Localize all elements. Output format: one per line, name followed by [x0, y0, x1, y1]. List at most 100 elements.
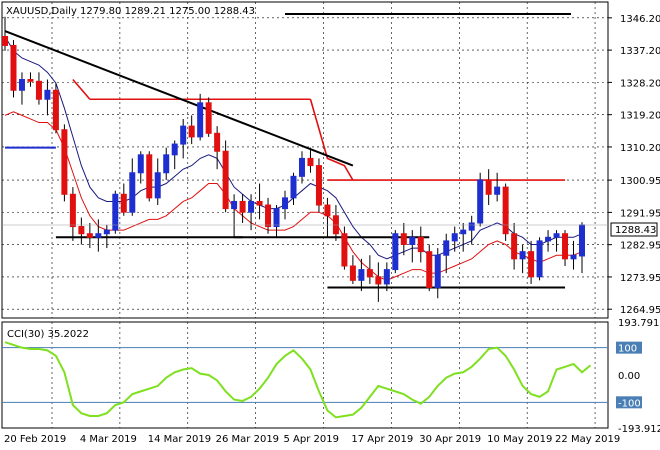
bear-candle: [502, 186, 509, 235]
cci-line: [4, 341, 592, 419]
bull-candle: [163, 154, 170, 174]
resistance-step: [309, 99, 354, 181]
bull-candle: [579, 224, 585, 257]
bear-candle: [61, 129, 68, 195]
cci-level-badge: [616, 341, 642, 354]
bull-candle: [282, 197, 289, 210]
bear-candle: [265, 204, 272, 228]
bear-candle: [349, 265, 356, 281]
bear-candle: [35, 80, 42, 100]
cci-frame: [1, 321, 609, 429]
bull-candle: [231, 200, 238, 210]
bull-candle: [180, 125, 187, 145]
bear-candle: [146, 154, 153, 199]
bull-candle: [468, 222, 475, 231]
moving-averages: [4, 36, 583, 281]
time-tick-label: 26 Mar 2019: [216, 434, 279, 445]
bear-candle: [120, 193, 127, 213]
price-tick-label: 1264.95: [620, 305, 660, 316]
time-tick-label: 17 Apr 2019: [351, 434, 413, 445]
bull-candle: [545, 236, 552, 242]
bull-candle: [129, 172, 136, 213]
ma-fast-line: [4, 36, 583, 260]
price-tick-label: 1300.95: [620, 176, 660, 187]
bear-candle: [205, 102, 212, 134]
bear-candle: [528, 251, 535, 278]
bull-candle: [477, 179, 484, 224]
bull-candle: [273, 208, 280, 228]
price-tick-label: 1346.20: [620, 14, 660, 25]
time-tick-label: 30 Apr 2019: [419, 434, 481, 445]
bull-candle: [358, 269, 365, 281]
bear-candle: [341, 233, 348, 267]
bear-candle: [426, 251, 433, 289]
time-tick-label: 4 Mar 2019: [80, 434, 137, 445]
ma-slow-line: [4, 111, 583, 281]
cci-level-badge: [616, 396, 642, 409]
bear-candle: [324, 204, 331, 217]
price-tick-label: 1291.95: [620, 208, 660, 219]
price-axis: 1346.20 1337.20 1328.20 1319.20 1310.20 1300.…: [2, 14, 660, 316]
bull-candle: [553, 233, 560, 238]
bull-candle: [103, 229, 110, 235]
bull-candle: [18, 79, 25, 91]
candles-group: [2, 16, 585, 302]
time-tick-label: 20 Feb 2019: [4, 434, 66, 445]
bear-candle: [2, 35, 8, 46]
bear-candle: [78, 226, 85, 235]
bull-candle: [197, 102, 204, 138]
bear-candle: [485, 179, 492, 195]
price-tick-label: 1319.20: [620, 111, 660, 122]
bear-candle: [10, 44, 17, 91]
cci-header: CCI(30) 35.2022: [7, 329, 89, 340]
bear-candle: [375, 276, 382, 285]
main-frame: [1, 1, 609, 319]
bear-candle: [188, 125, 195, 138]
bull-candle: [248, 200, 255, 213]
time-tick-label: 14 Mar 2019: [148, 434, 211, 445]
bull-candle: [154, 172, 161, 199]
cci-tick-label: -193.9129: [618, 424, 660, 435]
bear-candle: [307, 157, 314, 167]
bull-candle: [519, 251, 526, 260]
current-price-label: 1288.43: [615, 225, 656, 236]
bull-candle: [44, 89, 51, 100]
price-tick-label: 1337.20: [620, 46, 660, 57]
cci-tick-label: -100: [618, 398, 641, 409]
bull-candle: [409, 236, 416, 245]
bull-candle: [290, 175, 297, 199]
bull-candle: [536, 240, 543, 278]
drawn-lines: [4, 30, 566, 289]
bull-candle: [451, 233, 458, 242]
bear-candle: [366, 269, 373, 278]
price-tick-label: 1273.95: [620, 273, 660, 284]
resistance-step: [72, 78, 91, 100]
cci-tick-label: 100: [618, 344, 637, 355]
bull-candle: [298, 157, 305, 177]
bull-candle: [383, 269, 390, 285]
cci-tick-label: 0.00: [618, 371, 640, 382]
bear-candle: [562, 233, 569, 260]
bear-candle: [222, 150, 229, 210]
bear-candle: [417, 236, 424, 253]
price-tick-label: 1328.20: [620, 78, 660, 89]
bull-candle: [570, 254, 577, 260]
bear-candle: [511, 233, 518, 260]
bull-candle: [434, 254, 441, 289]
bull-candle: [392, 233, 399, 271]
bull-candle: [494, 186, 501, 195]
panel-separators: [1, 1, 609, 429]
time-axis: 20 Feb 2019 4 Mar 2019 14 Mar 2019 26 Mar 2…: [4, 434, 620, 445]
bull-candle: [460, 229, 467, 235]
cci-panel: 193.7912 100 0.00 -100 -193.9129: [2, 318, 660, 435]
time-tick-label: 10 May 2019: [487, 434, 552, 445]
bear-candle: [86, 233, 93, 238]
bear-candle: [52, 89, 59, 131]
bear-candle: [214, 132, 221, 152]
symbol-header: XAUUSD,Daily 1279.80 1289.21 1275.00 128…: [6, 6, 255, 17]
bull-candle: [443, 240, 450, 256]
bull-candle: [112, 193, 119, 231]
price-tick-label: 1282.95: [620, 241, 660, 252]
bear-candle: [27, 79, 34, 82]
